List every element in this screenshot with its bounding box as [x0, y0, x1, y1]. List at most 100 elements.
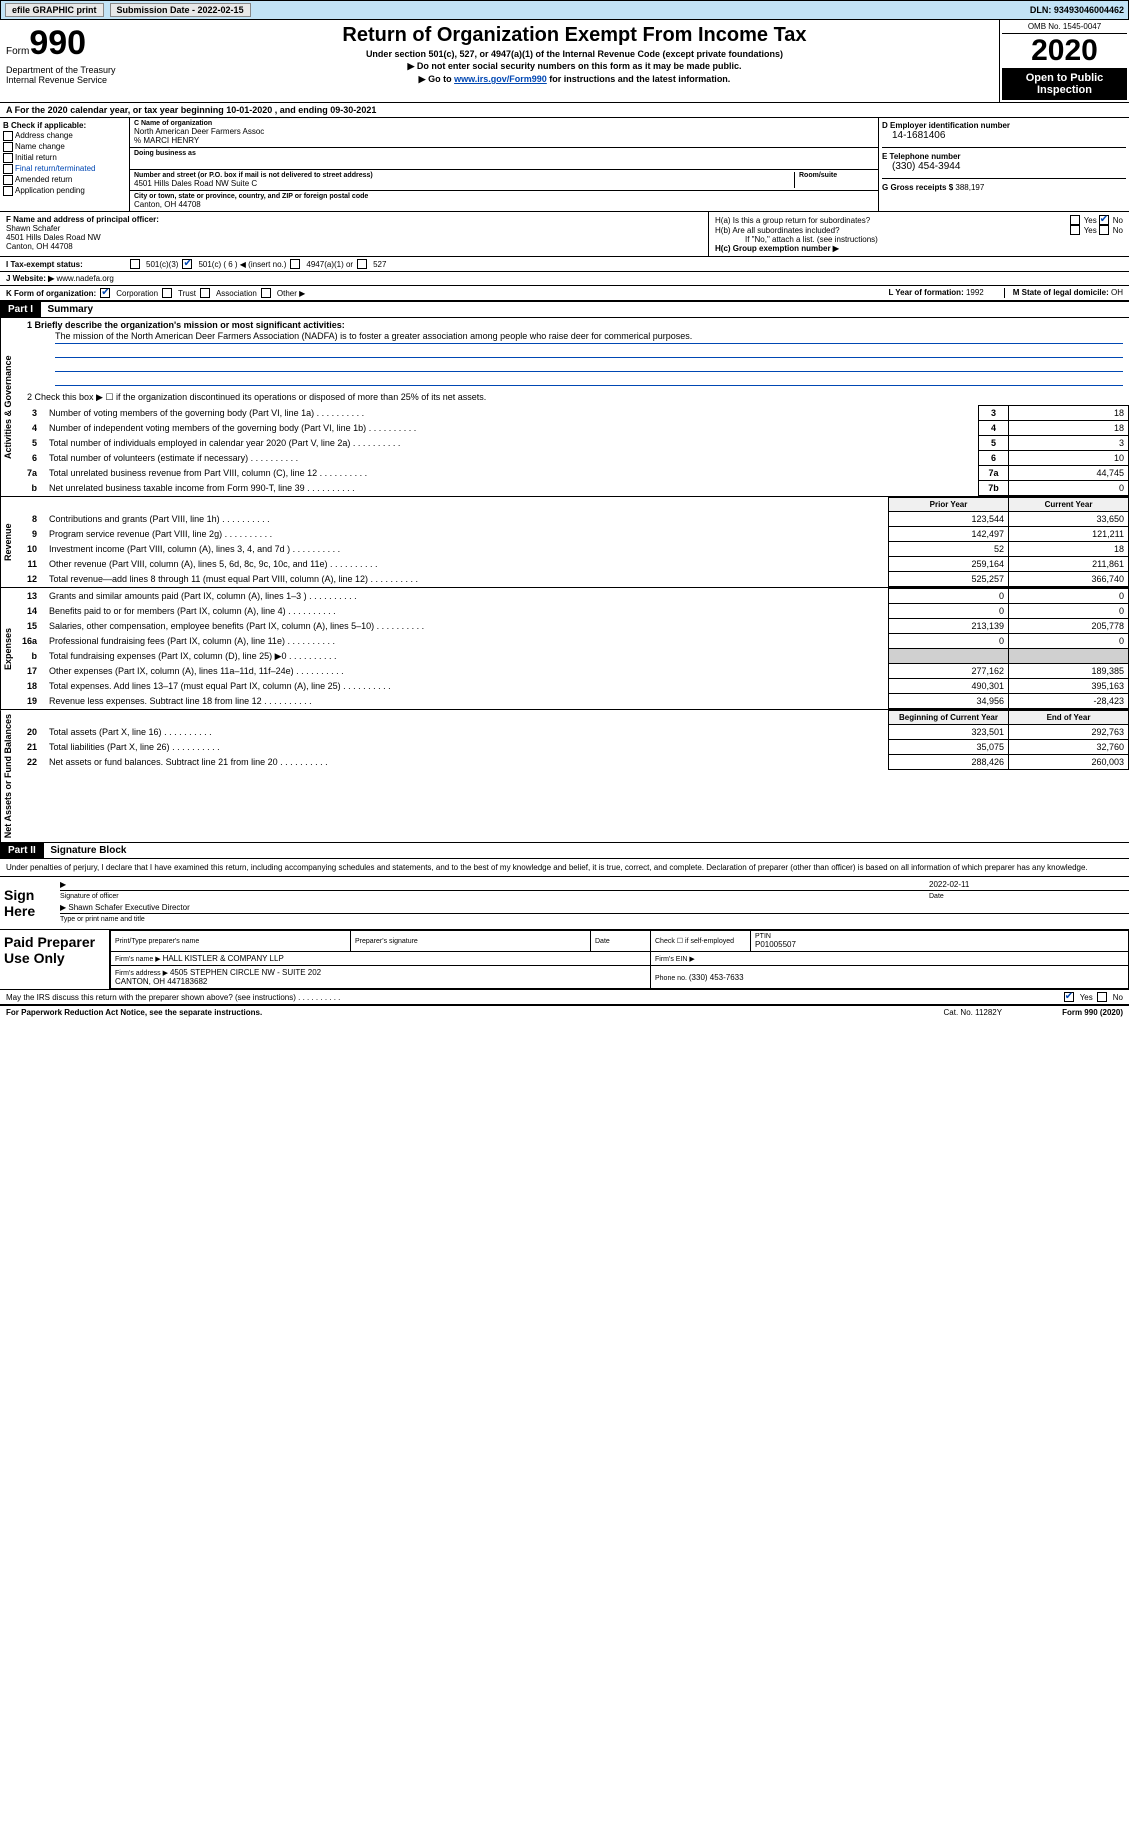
revenue-table: Prior Year Current Year 8Contributions a…	[15, 497, 1129, 587]
officer-block: F Name and address of principal officer:…	[0, 212, 1129, 257]
revenue-section: Revenue Prior Year Current Year 8Contrib…	[0, 497, 1129, 588]
check-527[interactable]	[357, 259, 367, 269]
mission-blank3	[55, 372, 1123, 386]
table-row: bNet unrelated business taxable income f…	[15, 481, 1129, 496]
h-a-no[interactable]	[1099, 215, 1109, 225]
table-row: 5Total number of individuals employed in…	[15, 436, 1129, 451]
box-d: D Employer identification number 14-1681…	[879, 118, 1129, 211]
table-row: 4Number of independent voting members of…	[15, 421, 1129, 436]
part1-header: Part I Summary	[0, 302, 1129, 318]
street-label: Number and street (or P.O. box if mail i…	[134, 172, 794, 179]
revenue-body: Prior Year Current Year 8Contributions a…	[15, 497, 1129, 587]
h-a-row: H(a) Is this a group return for subordin…	[715, 215, 1123, 225]
mission-block: 1 Briefly describe the organization's mi…	[15, 318, 1129, 388]
form-header: Form990 Department of the Treasury Inter…	[0, 20, 1129, 103]
state-domicile: OH	[1111, 288, 1123, 297]
efile-print-button[interactable]: efile GRAPHIC print	[5, 3, 104, 17]
sign-date-label: Date	[929, 893, 1129, 900]
footer-right: Form 990 (2020)	[1062, 1008, 1123, 1017]
box-b: B Check if applicable: Address change Na…	[0, 118, 130, 211]
check-address-change[interactable]: Address change	[3, 131, 126, 141]
check-final-return[interactable]: Final return/terminated	[3, 164, 126, 174]
prep-print-label: Print/Type preparer's name	[115, 938, 346, 945]
officer-addr1: 4501 Hills Dales Road NW	[6, 233, 702, 242]
print-name-label: Type or print name and title	[60, 916, 1129, 923]
officer-name: Shawn Schafer	[6, 224, 702, 233]
check-corp[interactable]	[100, 288, 110, 298]
box-c: C Name of organization North American De…	[130, 118, 879, 211]
declaration-text: Under penalties of perjury, I declare th…	[0, 859, 1129, 877]
prep-date-label: Date	[595, 938, 646, 945]
irs-link[interactable]: www.irs.gov/Form990	[454, 74, 547, 84]
note-link: ▶ Go to www.irs.gov/Form990 for instruct…	[154, 74, 995, 85]
form-id-block: Form990 Department of the Treasury Inter…	[0, 20, 150, 89]
ein-block: D Employer identification number 14-1681…	[882, 121, 1126, 141]
phone-label: E Telephone number	[882, 152, 1126, 161]
h-b-no[interactable]	[1099, 225, 1109, 235]
sign-date: 2022-02-11	[929, 879, 1129, 891]
table-row: 13Grants and similar amounts paid (Part …	[15, 589, 1129, 604]
officer-signature[interactable]: ▶	[60, 879, 929, 891]
prep-self-employed[interactable]: Check ☐ if self-employed	[651, 931, 751, 952]
dln-label: DLN:	[1030, 5, 1054, 15]
note-link-pre: ▶ Go to	[419, 74, 454, 84]
prep-sig-label: Preparer's signature	[355, 938, 586, 945]
city-value: Canton, OH 44708	[134, 200, 874, 209]
check-name-change[interactable]: Name change	[3, 142, 126, 152]
discuss-row: May the IRS discuss this return with the…	[0, 990, 1129, 1005]
h-c-label: H(c) Group exemption number ▶	[715, 244, 1123, 253]
check-app-pending[interactable]: Application pending	[3, 186, 126, 196]
h-a-yes[interactable]	[1070, 215, 1080, 225]
table-row: 15Salaries, other compensation, employee…	[15, 619, 1129, 634]
kform-label: K Form of organization:	[6, 289, 96, 298]
submission-label: Submission Date -	[117, 5, 198, 15]
discuss-no[interactable]	[1097, 992, 1107, 1002]
check-assoc[interactable]	[200, 288, 210, 298]
suite-label: Room/suite	[799, 172, 874, 179]
org-name: North American Deer Farmers Assoc	[134, 127, 874, 136]
discuss-yes[interactable]	[1064, 992, 1074, 1002]
check-4947[interactable]	[290, 259, 300, 269]
table-row: bTotal fundraising expenses (Part IX, co…	[15, 649, 1129, 664]
topbar: efile GRAPHIC print Submission Date - 20…	[0, 0, 1129, 20]
officer-addr2: Canton, OH 44708	[6, 242, 702, 251]
table-row: 18Total expenses. Add lines 13–17 (must …	[15, 679, 1129, 694]
ptin-value: P01005507	[755, 940, 1124, 949]
tax-year: 2020	[1002, 34, 1127, 68]
city-label: City or town, state or province, country…	[134, 193, 874, 200]
footer-cat: Cat. No. 11282Y	[944, 1008, 1003, 1017]
dln-field: DLN: 93493046004462	[1030, 5, 1124, 15]
note-link-post: for instructions and the latest informat…	[547, 74, 731, 84]
table-row: 17Other expenses (Part IX, column (A), l…	[15, 664, 1129, 679]
check-amended[interactable]: Amended return	[3, 175, 126, 185]
check-other[interactable]	[261, 288, 271, 298]
check-trust[interactable]	[162, 288, 172, 298]
q1-label: 1 Briefly describe the organization's mi…	[27, 320, 1123, 330]
q2-text: 2 Check this box ▶ ☐ if the organization…	[15, 388, 1129, 405]
expenses-body: 13Grants and similar amounts paid (Part …	[15, 588, 1129, 709]
check-initial-return[interactable]: Initial return	[3, 153, 126, 163]
begin-year-head: Beginning of Current Year	[889, 711, 1009, 725]
check-501c3[interactable]	[130, 259, 140, 269]
form-title: Return of Organization Exempt From Incom…	[154, 24, 995, 47]
check-501c[interactable]	[182, 259, 192, 269]
officer-print-name: ▶ Shawn Schafer Executive Director	[60, 902, 1129, 914]
dln-value: 93493046004462	[1054, 5, 1124, 15]
part2-badge: Part II	[0, 843, 44, 858]
part1-title: Summary	[44, 304, 94, 315]
receipts-value: 388,197	[955, 183, 984, 192]
prep-phone-label: Phone no.	[655, 975, 689, 982]
entity-block: B Check if applicable: Address change Na…	[0, 118, 1129, 212]
year-formation-label: L Year of formation:	[888, 288, 966, 297]
table-row: 9Program service revenue (Part VIII, lin…	[15, 527, 1129, 542]
h-b-yes[interactable]	[1070, 225, 1080, 235]
table-row: 12Total revenue—add lines 8 through 11 (…	[15, 572, 1129, 587]
governance-section: Activities & Governance 1 Briefly descri…	[0, 318, 1129, 497]
header-right-block: OMB No. 1545-0047 2020 Open to Public In…	[999, 20, 1129, 102]
submission-date-field: Submission Date - 2022-02-15	[110, 3, 251, 17]
prep-phone: (330) 453-7633	[689, 973, 744, 982]
h-b-note: If "No," attach a list. (see instruction…	[715, 235, 1123, 244]
netassets-section: Net Assets or Fund Balances Beginning of…	[0, 710, 1129, 843]
firm-name: HALL KISTLER & COMPANY LLP	[163, 954, 284, 963]
table-row: 21Total liabilities (Part X, line 26)35,…	[15, 740, 1129, 755]
